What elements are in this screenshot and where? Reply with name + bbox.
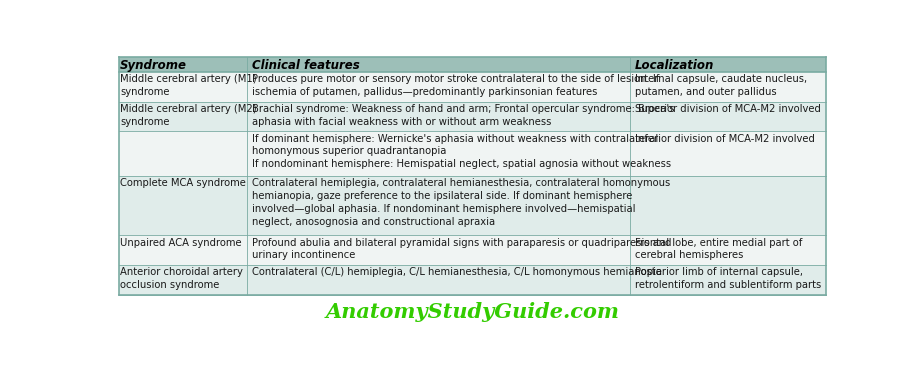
Text: If dominant hemisphere: Wernicke's aphasia without weakness with contralateral
h: If dominant hemisphere: Wernicke's aphas… <box>253 134 671 169</box>
Text: Syndrome: Syndrome <box>120 59 187 72</box>
Text: AnatomyStudyGuide.com: AnatomyStudyGuide.com <box>325 302 620 322</box>
Bar <box>119 236 826 265</box>
Bar <box>119 176 826 236</box>
Text: Complete MCA syndrome: Complete MCA syndrome <box>120 178 246 188</box>
Text: Produces pure motor or sensory motor stroke contralateral to the side of lesion.: Produces pure motor or sensory motor str… <box>253 74 660 97</box>
Text: Internal capsule, caudate nucleus,
putamen, and outer pallidus: Internal capsule, caudate nucleus, putam… <box>634 74 807 97</box>
Text: Frontal lobe, entire medial part of
cerebral hemispheres: Frontal lobe, entire medial part of cere… <box>634 238 802 261</box>
Text: Middle cerebral artery (M1)
syndrome: Middle cerebral artery (M1) syndrome <box>120 74 257 97</box>
Text: Clinical features: Clinical features <box>253 59 361 72</box>
Bar <box>119 102 826 131</box>
Text: Unpaired ACA syndrome: Unpaired ACA syndrome <box>120 238 242 248</box>
Bar <box>119 57 826 72</box>
Text: Superior division of MCA-M2 involved: Superior division of MCA-M2 involved <box>634 104 821 114</box>
Text: Profound abulia and bilateral pyramidal signs with paraparesis or quadriparesis : Profound abulia and bilateral pyramidal … <box>253 238 672 261</box>
Bar <box>119 72 826 102</box>
Text: Brachial syndrome: Weakness of hand and arm; Frontal opercular syndrome: Broca's: Brachial syndrome: Weakness of hand and … <box>253 104 675 127</box>
Text: Localization: Localization <box>634 59 715 72</box>
Text: Inferior division of MCA-M2 involved: Inferior division of MCA-M2 involved <box>634 134 815 144</box>
Text: Posterior limb of internal capsule,
retrolentiform and sublentiform parts: Posterior limb of internal capsule, retr… <box>634 268 821 290</box>
Bar <box>119 131 826 176</box>
Text: Contralateral (C/L) hemiplegia, C/L hemianesthesia, C/L homonymous hemianopia: Contralateral (C/L) hemiplegia, C/L hemi… <box>253 268 662 277</box>
Text: Middle cerebral artery (M2)
syndrome: Middle cerebral artery (M2) syndrome <box>120 104 257 127</box>
Text: Contralateral hemiplegia, contralateral hemianesthesia, contralateral homonymous: Contralateral hemiplegia, contralateral … <box>253 178 670 227</box>
Bar <box>119 265 826 295</box>
Text: Anterior choroidal artery
occlusion syndrome: Anterior choroidal artery occlusion synd… <box>120 268 243 290</box>
